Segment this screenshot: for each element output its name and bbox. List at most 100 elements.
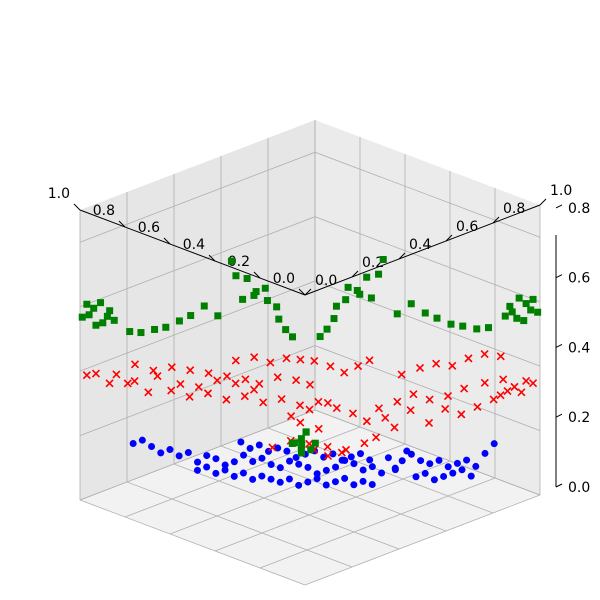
marker-x-1-17 xyxy=(332,404,341,413)
marker-x-1-26 xyxy=(167,386,176,395)
marker-x-1-28 xyxy=(123,379,132,388)
marker-circle-0-21 xyxy=(368,463,376,471)
z-tick-mark-0 xyxy=(555,483,563,488)
marker-x-1-38 xyxy=(231,379,240,388)
marker-circle-0-29 xyxy=(295,460,303,468)
floor-grid-x-0 xyxy=(79,499,306,586)
marker-circle-0-30 xyxy=(286,457,294,465)
marker-circle-0-32 xyxy=(267,461,275,469)
marker-x-1-30 xyxy=(91,369,101,378)
marker-circle-0-38 xyxy=(212,455,220,463)
marker-square-2-4 xyxy=(534,308,542,316)
grid-lines xyxy=(79,120,541,586)
marker-circle-0-7 xyxy=(403,447,411,455)
marker-x-1-78 xyxy=(448,361,457,370)
marker-x-1-29 xyxy=(105,379,114,388)
marker-x-1-21 xyxy=(259,398,268,407)
marker-circle-0-78 xyxy=(246,444,254,452)
wall-pane-x xyxy=(315,120,540,495)
marker-square-2-58 xyxy=(175,317,183,325)
marker-circle-0-8 xyxy=(435,456,443,464)
marker-x-1-79 xyxy=(464,354,473,363)
data-markers xyxy=(78,255,542,489)
x-tick-label-4: 0.8 xyxy=(93,203,115,219)
marker-square-2-19 xyxy=(110,316,118,324)
x-tick-mark-3 xyxy=(163,237,171,245)
y-tick-label-4: 0.8 xyxy=(503,201,525,217)
marker-square-2-23 xyxy=(297,435,305,443)
marker-square-2-7 xyxy=(529,295,537,303)
x-tick-mark-5 xyxy=(73,203,81,211)
marker-square-2-15 xyxy=(90,304,98,312)
marker-x-1-35 xyxy=(176,379,185,389)
marker-x-1-34 xyxy=(153,372,162,381)
wall-grid-z-3 xyxy=(79,216,541,308)
marker-circle-0-55 xyxy=(276,478,284,486)
marker-circle-0-60 xyxy=(230,472,238,480)
y-tick-mark-5 xyxy=(539,198,547,206)
marker-x-1-81 xyxy=(496,352,505,361)
z-tick-label-2: 0.4 xyxy=(568,340,590,356)
marker-square-2-5 xyxy=(522,300,530,308)
marker-x-1-70 xyxy=(296,355,305,364)
marker-x-1-57 xyxy=(255,379,264,388)
tick-labels: 0.0 0.2 0.4 0.6 0.8 1.0 0.0 0.2 0.4 0.6 0.8 1.0 0.0 0… xyxy=(48,183,591,496)
marker-circle-0-82 xyxy=(148,443,156,451)
marker-x-1-25 xyxy=(185,392,194,401)
marker-x-1-22 xyxy=(240,392,249,401)
marker-square-2-1 xyxy=(527,306,535,314)
marker-x-1-10 xyxy=(517,388,526,397)
marker-circle-0-51 xyxy=(313,475,321,483)
z-tick-label-0: 0.0 xyxy=(568,480,590,496)
marker-square-2-30 xyxy=(330,315,338,323)
marker-square-2-31 xyxy=(342,296,350,304)
marker-circle-0-10 xyxy=(453,459,461,467)
marker-square-2-66 xyxy=(473,325,481,333)
marker-x-1-27 xyxy=(144,388,153,397)
marker-square-2-39 xyxy=(323,325,331,333)
marker-circle-0-66 xyxy=(357,450,364,458)
marker-square-2-3 xyxy=(506,302,514,310)
marker-x-1-43 xyxy=(323,442,332,451)
marker-square-2-65 xyxy=(151,325,159,333)
marker-x-1-53 xyxy=(499,375,508,384)
marker-x-1-12 xyxy=(522,376,531,385)
marker-x-1-72 xyxy=(266,358,275,367)
marker-circle-0-73 xyxy=(292,454,300,462)
marker-x-1-69 xyxy=(310,356,319,365)
marker-square-2-17 xyxy=(83,300,91,308)
marker-x-1-49 xyxy=(425,395,434,404)
marker-circle-0-15 xyxy=(430,476,438,484)
marker-square-2-68 xyxy=(485,324,492,332)
marker-circle-0-36 xyxy=(230,458,238,466)
y-tick-label-5: 1.0 xyxy=(550,183,572,199)
marker-square-2-59 xyxy=(162,323,170,331)
marker-square-2-51 xyxy=(393,310,401,318)
marker-x-1-3 xyxy=(406,406,415,415)
marker-circle-0-64 xyxy=(193,466,201,474)
marker-square-2-26 xyxy=(311,439,319,447)
marker-x-1-75 xyxy=(397,370,406,379)
marker-circle-0-84 xyxy=(129,439,137,447)
marker-square-2-22 xyxy=(307,446,315,454)
marker-square-2-46 xyxy=(261,284,269,292)
marker-circle-0-23 xyxy=(350,460,358,468)
marker-circle-0-54 xyxy=(285,475,293,483)
marker-x-1-67 xyxy=(365,356,374,365)
wall-grid-z-4 xyxy=(79,151,541,243)
marker-square-2-36 xyxy=(344,283,352,291)
marker-square-2-53 xyxy=(433,314,441,322)
marker-x-1-55 xyxy=(292,376,301,385)
marker-circle-0-25 xyxy=(332,463,340,471)
marker-circle-0-48 xyxy=(341,474,349,482)
marker-square-2-40 xyxy=(275,315,283,323)
marker-x-1-24 xyxy=(203,389,213,398)
floor-grid-y-0 xyxy=(304,494,541,586)
y-tick-mark-0 xyxy=(304,288,312,296)
marker-x-1-56 xyxy=(273,373,282,382)
floor-grid-x-1 xyxy=(126,481,353,568)
marker-circle-0-67 xyxy=(347,453,355,461)
marker-square-2-52 xyxy=(421,309,429,317)
marker-circle-0-41 xyxy=(184,449,192,457)
marker-square-2-56 xyxy=(214,312,222,320)
